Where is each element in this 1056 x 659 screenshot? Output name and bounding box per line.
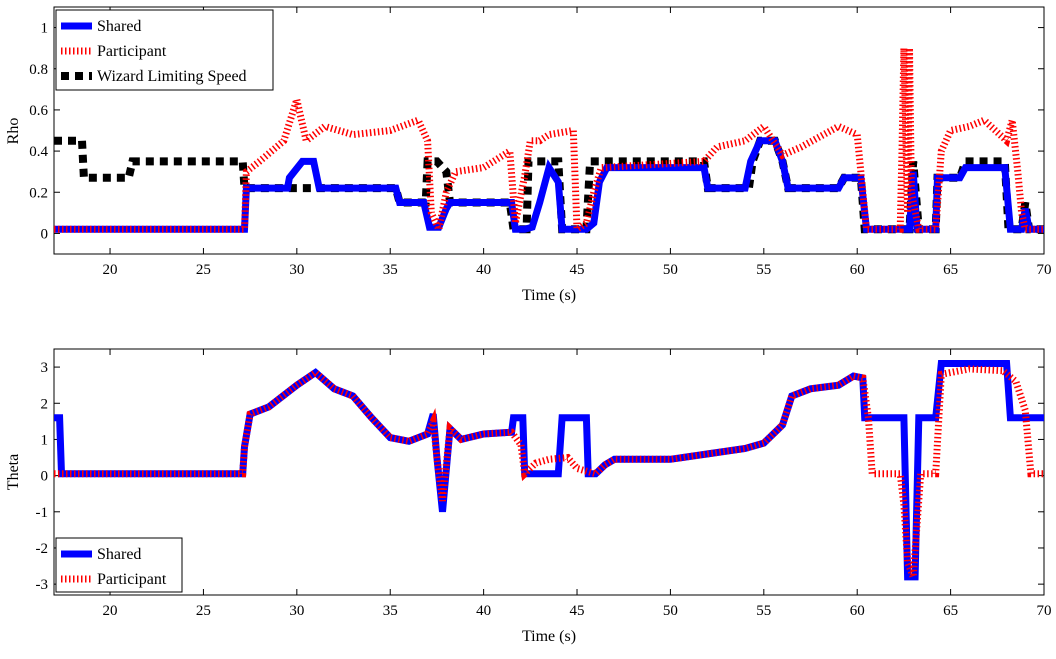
rho-series — [54, 48, 1044, 241]
theta-legend-box — [55, 537, 183, 593]
theta-y-ticks: -3 -2 -1 0 1 2 3 — [36, 360, 1044, 593]
rho-legend-label-participant: Participant — [97, 43, 167, 60]
theta-y-tick-label: -1 — [36, 505, 49, 521]
theta-series-shared-line — [54, 360, 1044, 581]
theta-legend: Shared Participant — [55, 537, 183, 593]
rho-x-tick-label: 50 — [663, 262, 678, 278]
theta-x-tick-label: 65 — [943, 603, 958, 619]
theta-x-axis-label: Time (s) — [522, 628, 576, 645]
rho-legend-label-wizard-limiting-speed: Wizard Limiting Speed — [97, 68, 247, 85]
theta-x-ticks: 20 25 30 35 40 45 50 55 60 65 70 — [103, 349, 1052, 619]
rho-x-tick-label: 35 — [383, 262, 398, 278]
theta-chart: 20 25 30 35 40 45 50 55 60 65 70 -3 -2 -1 0 1 2 3 Time (… — [5, 348, 1052, 645]
rho-chart: 20 25 30 35 40 45 50 55 60 65 70 0 0.2 0.4 0.6 0.8 1 Ti… — [5, 6, 1052, 304]
rho-y-tick-label: 0.8 — [29, 62, 48, 78]
rho-legend-box — [55, 9, 274, 91]
rho-x-tick-label: 30 — [289, 262, 304, 278]
rho-y-tick-label: 0.2 — [29, 185, 48, 201]
rho-x-tick-label: 25 — [196, 262, 211, 278]
theta-y-tick-label: 1 — [41, 432, 49, 448]
theta-x-tick-label: 55 — [756, 603, 771, 619]
rho-y-tick-label: 1 — [41, 21, 49, 37]
theta-series — [54, 360, 1044, 581]
theta-y-tick-label: -2 — [36, 541, 49, 557]
theta-series-participant-line — [54, 365, 1044, 579]
theta-x-tick-label: 20 — [103, 603, 118, 619]
theta-x-tick-label: 60 — [850, 603, 865, 619]
rho-y-tick-label: 0.4 — [29, 144, 48, 160]
theta-y-axis-label: Theta — [5, 454, 22, 490]
rho-legend: Shared Participant Wizard Limiting Speed — [55, 9, 274, 91]
theta-y-tick-label: -3 — [36, 577, 49, 593]
rho-series-participant-line — [54, 48, 1044, 241]
theta-y-tick-label: 2 — [41, 396, 49, 412]
rho-y-tick-label: 0 — [41, 226, 49, 242]
rho-x-tick-label: 40 — [476, 262, 491, 278]
theta-x-tick-label: 50 — [663, 603, 678, 619]
rho-x-tick-label: 65 — [943, 262, 958, 278]
theta-x-tick-label: 25 — [196, 603, 211, 619]
rho-x-ticks: 20 25 30 35 40 45 50 55 60 65 70 — [103, 7, 1052, 278]
theta-legend-label-shared: Shared — [97, 546, 141, 563]
rho-series-shared-line — [54, 137, 1044, 233]
theta-x-tick-label: 35 — [383, 603, 398, 619]
rho-y-ticks: 0 0.2 0.4 0.6 0.8 1 — [29, 21, 1044, 242]
theta-x-tick-label: 30 — [289, 603, 304, 619]
rho-x-tick-label: 60 — [850, 262, 865, 278]
theta-legend-label-participant: Participant — [97, 571, 167, 588]
theta-x-tick-label: 40 — [476, 603, 491, 619]
theta-y-tick-label: 0 — [41, 469, 49, 485]
rho-legend-label-shared: Shared — [97, 18, 141, 35]
rho-x-axis-label: Time (s) — [522, 287, 576, 304]
theta-x-tick-label: 70 — [1037, 603, 1052, 619]
rho-y-tick-label: 0.6 — [29, 103, 48, 119]
rho-x-tick-label: 70 — [1037, 262, 1052, 278]
rho-x-tick-label: 55 — [756, 262, 771, 278]
theta-y-tick-label: 3 — [41, 360, 49, 376]
theta-x-tick-label: 45 — [570, 603, 585, 619]
rho-y-axis-label: Rho — [5, 118, 22, 145]
rho-x-tick-label: 45 — [570, 262, 585, 278]
rho-x-tick-label: 20 — [103, 262, 118, 278]
